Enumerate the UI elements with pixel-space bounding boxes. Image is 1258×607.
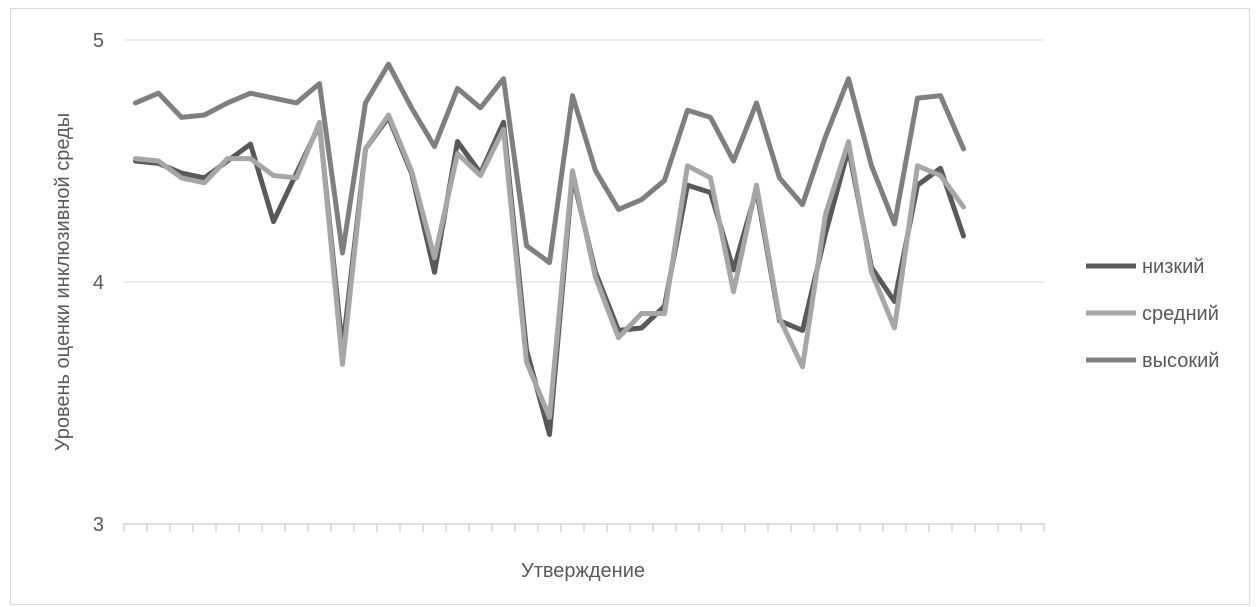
- y-tick-label: 4: [93, 272, 104, 294]
- y-tick-labels: 3 4 5: [93, 30, 104, 536]
- y-tick-label: 5: [93, 30, 104, 52]
- gridlines: [124, 39, 1044, 283]
- y-axis-title: Уровень оценки инклюзивной среды: [52, 113, 74, 451]
- legend: низкий средний высокий: [1086, 256, 1219, 372]
- legend-label: низкий: [1142, 256, 1204, 278]
- series-line-средний: [133, 112, 966, 420]
- series-line-высокий: [133, 61, 966, 266]
- series-lines: [133, 61, 966, 437]
- legend-label: средний: [1142, 303, 1219, 325]
- legend-label: высокий: [1142, 350, 1219, 372]
- y-tick-label: 3: [93, 514, 104, 536]
- x-axis: [123, 523, 1045, 532]
- series-line-низкий: [133, 114, 966, 437]
- x-axis-title: Утверждение: [521, 560, 645, 582]
- chart-frame: [10, 8, 1250, 605]
